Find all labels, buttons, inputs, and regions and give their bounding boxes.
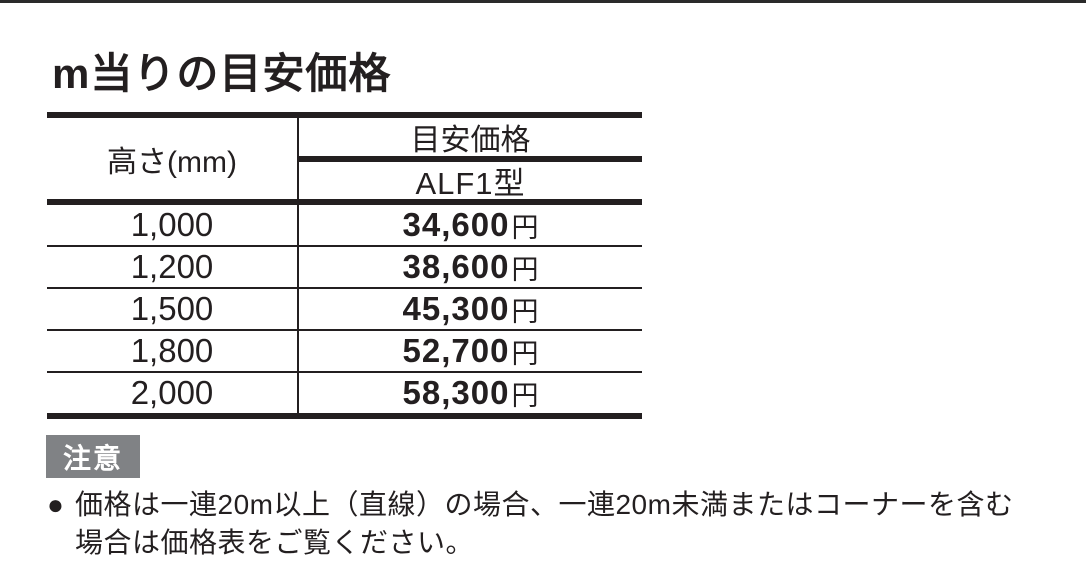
height-cell: 1,200 — [130, 248, 214, 285]
table-row: 2,000 58,300 円 — [47, 373, 642, 413]
table-row: 1,000 34,600 円 — [47, 205, 642, 247]
price-value: 45,300 — [402, 290, 510, 327]
header-price-group: 目安価格 — [299, 118, 642, 162]
height-cell: 1,000 — [130, 206, 214, 243]
price-value: 52,700 — [402, 332, 510, 369]
price-unit: 円 — [511, 338, 539, 369]
table-body: 1,000 34,600 円 1,200 38,600 円 1,500 45,3… — [47, 205, 642, 413]
page-top-rule — [0, 0, 1086, 3]
height-cell: 2,000 — [130, 374, 214, 411]
price-cell: 58,300 円 — [297, 373, 642, 413]
table-row: 1,800 52,700 円 — [47, 331, 642, 373]
table-row: 1,500 45,300 円 — [47, 289, 642, 331]
header-price-column: 目安価格 ALF1型 — [297, 118, 642, 201]
price-cell: 34,600 円 — [297, 205, 642, 245]
price-unit: 円 — [511, 296, 539, 327]
height-cell: 1,800 — [130, 332, 214, 369]
price-value: 34,600 — [402, 206, 510, 243]
price-unit: 円 — [511, 254, 539, 285]
price-cell: 38,600 円 — [297, 247, 642, 287]
notice-line-1-text: 価格は一連20m以上（直線）の場合、一連20m未満またはコーナーを含む — [75, 489, 1014, 520]
header-height-label: 高さ(mm) — [107, 145, 237, 179]
notice-line-1: ● 価格は一連20m以上（直線）の場合、一連20m未満またはコーナーを含む — [47, 486, 1013, 524]
notice-text: ● 価格は一連20m以上（直線）の場合、一連20m未満またはコーナーを含む 場合は… — [47, 486, 1013, 562]
price-unit: 円 — [511, 380, 539, 411]
price-cell: 52,700 円 — [297, 331, 642, 371]
bullet-icon: ● — [47, 489, 65, 520]
header-price-label: 目安価格 — [410, 124, 531, 157]
price-table: 高さ(mm) 目安価格 ALF1型 1,000 34,600 円 1,20 — [47, 112, 642, 419]
header-height-column: 高さ(mm) — [47, 118, 297, 199]
page-title: m当りの目安価格 — [52, 50, 392, 97]
price-cell: 45,300 円 — [297, 289, 642, 329]
height-cell: 1,500 — [130, 290, 214, 327]
header-model-label: ALF1型 — [415, 166, 526, 201]
table-row: 1,200 38,600 円 — [47, 247, 642, 289]
notice-line-2: 場合は価格表をご覧ください。 — [75, 527, 475, 558]
table-header: 高さ(mm) 目安価格 ALF1型 — [47, 118, 642, 205]
price-value: 58,300 — [402, 374, 510, 411]
price-unit: 円 — [511, 212, 539, 243]
header-model: ALF1型 — [299, 162, 642, 201]
price-value: 38,600 — [402, 248, 510, 285]
notice-badge: 注意 — [46, 435, 140, 478]
